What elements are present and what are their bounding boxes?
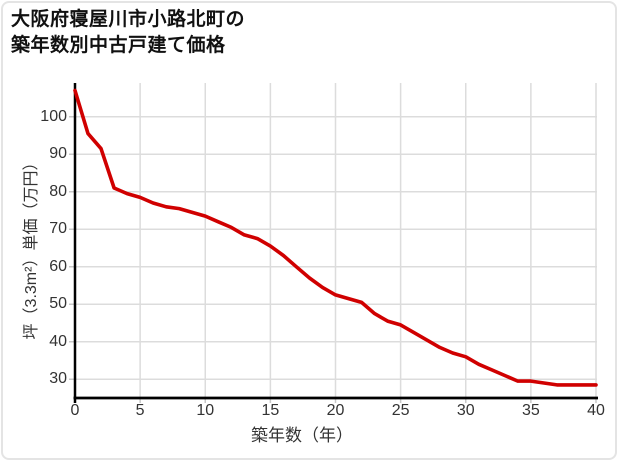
x-tick-label: 25 <box>391 402 410 419</box>
x-tick-label: 20 <box>326 402 345 419</box>
y-tick-label: 90 <box>49 145 67 163</box>
x-tick-label: 10 <box>196 402 215 419</box>
y-tick-label: 70 <box>49 220 67 238</box>
chart-title-line-2: 築年数別中古戸建て価格 <box>11 35 226 56</box>
chart-title-line-1: 大阪府寝屋川市小路北町の <box>11 9 246 30</box>
y-tick-label: 30 <box>49 370 67 388</box>
price-line-series <box>73 88 598 387</box>
x-tick-label: 5 <box>135 402 145 419</box>
x-tick-label: 30 <box>456 402 475 419</box>
x-tick-label: 40 <box>587 402 605 419</box>
chart-title: 大阪府寝屋川市小路北町の 築年数別中古戸建て価格 <box>11 7 245 59</box>
y-axis-title: 坪（3.3m²）単価（万円） <box>23 154 40 340</box>
y-tick-label: 40 <box>49 332 67 350</box>
x-tick-label: 35 <box>521 402 540 419</box>
y-tick-label: 80 <box>49 182 67 200</box>
x-tick-label: 15 <box>261 402 280 419</box>
x-tick-label: 0 <box>70 402 80 419</box>
y-tick-label: 50 <box>49 295 67 313</box>
y-tick-label: 100 <box>40 107 67 125</box>
y-tick-label: 60 <box>49 257 67 275</box>
x-axis-title: 築年数（年） <box>251 426 353 445</box>
